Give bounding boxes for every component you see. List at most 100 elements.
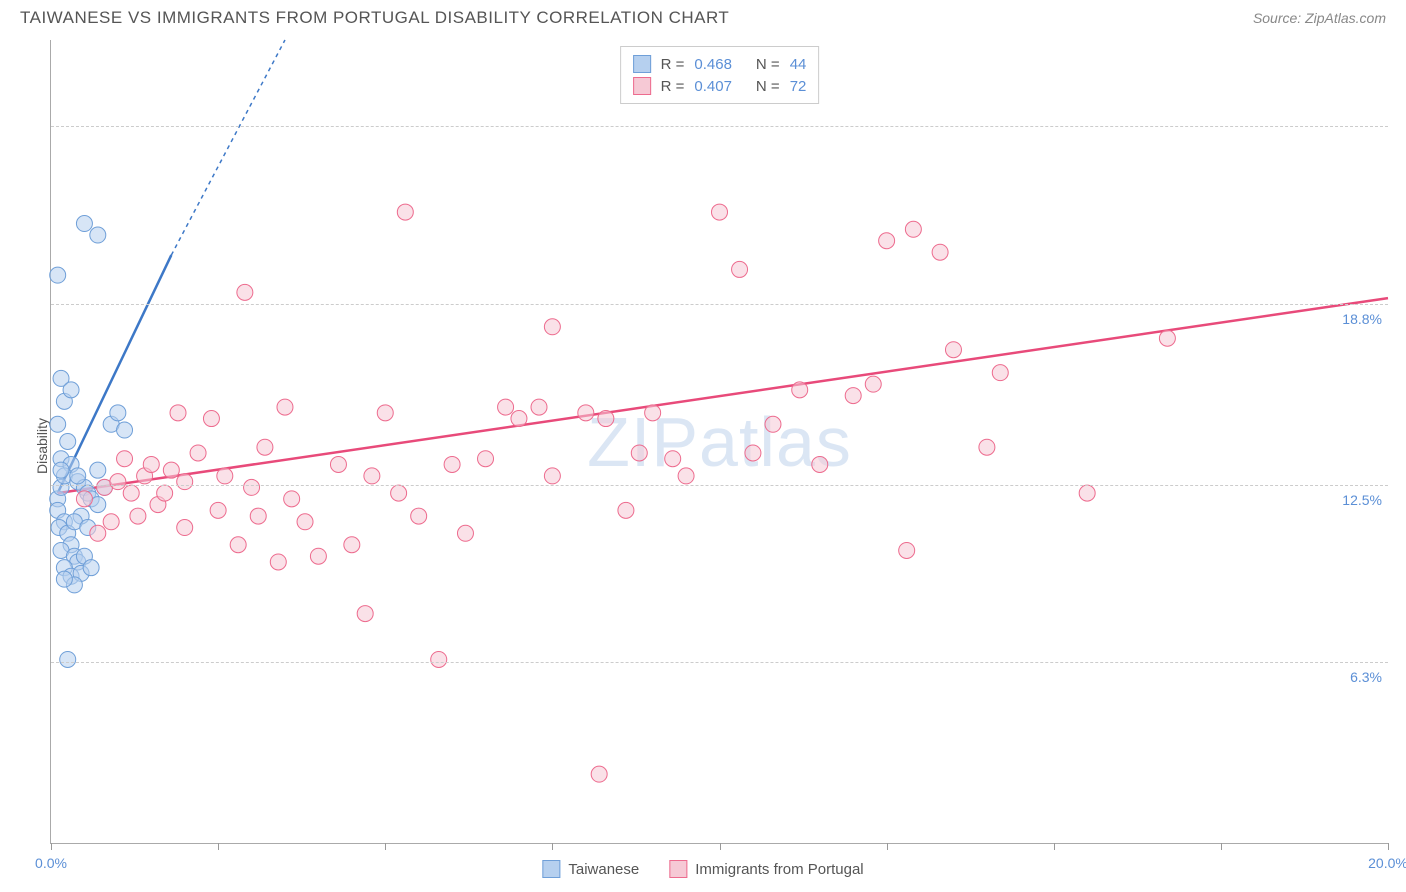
legend-r-label: R =	[661, 56, 685, 73]
data-point	[143, 456, 159, 472]
data-point	[765, 416, 781, 432]
legend-n-label: N =	[756, 56, 780, 73]
data-point	[250, 508, 266, 524]
data-point	[53, 462, 69, 478]
trend-line	[58, 298, 1388, 493]
legend-bottom: Taiwanese Immigrants from Portugal	[542, 860, 863, 878]
data-point	[1079, 485, 1095, 501]
data-point	[899, 542, 915, 558]
data-point	[391, 485, 407, 501]
data-point	[123, 485, 139, 501]
data-point	[203, 411, 219, 427]
data-point	[531, 399, 547, 415]
x-tick-label: 0.0%	[35, 855, 67, 871]
data-point	[63, 382, 79, 398]
data-point	[190, 445, 206, 461]
y-tick-label: 12.5%	[1342, 492, 1382, 508]
data-point	[83, 560, 99, 576]
x-tick	[385, 843, 386, 850]
data-point	[618, 502, 634, 518]
data-point	[431, 651, 447, 667]
data-point	[932, 244, 948, 260]
legend-label-taiwanese: Taiwanese	[568, 861, 639, 878]
gridline	[51, 304, 1388, 305]
data-point	[284, 491, 300, 507]
data-point	[478, 451, 494, 467]
data-point	[1159, 330, 1175, 346]
gridline	[51, 485, 1388, 486]
data-point	[76, 216, 92, 232]
data-point	[444, 456, 460, 472]
x-tick-label: 20.0%	[1368, 855, 1406, 871]
data-point	[237, 284, 253, 300]
legend-n-value-1: 44	[790, 56, 807, 73]
legend-swatch-portugal	[633, 77, 651, 95]
data-point	[130, 508, 146, 524]
data-point	[90, 462, 106, 478]
data-point	[732, 261, 748, 277]
data-point	[157, 485, 173, 501]
data-point	[117, 422, 133, 438]
data-point	[598, 411, 614, 427]
x-tick	[887, 843, 888, 850]
gridline	[51, 662, 1388, 663]
data-point	[344, 537, 360, 553]
data-point	[230, 537, 246, 553]
data-point	[217, 468, 233, 484]
data-point	[979, 439, 995, 455]
x-tick	[218, 843, 219, 850]
legend-swatch-taiwanese	[542, 860, 560, 878]
legend-label-portugal: Immigrants from Portugal	[695, 861, 863, 878]
data-point	[297, 514, 313, 530]
data-point	[177, 474, 193, 490]
x-tick	[1388, 843, 1389, 850]
legend-r-value-2: 0.407	[694, 78, 732, 95]
data-point	[792, 382, 808, 398]
data-point	[865, 376, 881, 392]
data-point	[277, 399, 293, 415]
data-point	[60, 434, 76, 450]
data-point	[678, 468, 694, 484]
data-point	[117, 451, 133, 467]
data-point	[330, 456, 346, 472]
chart-plot-area: ZIPatlas R = 0.468 N = 44 R = 0.407 N = …	[50, 40, 1388, 844]
data-point	[76, 491, 92, 507]
data-point	[544, 468, 560, 484]
data-point	[103, 514, 119, 530]
legend-swatch-taiwanese	[633, 55, 651, 73]
legend-n-label: N =	[756, 78, 780, 95]
data-point	[879, 233, 895, 249]
data-point	[631, 445, 647, 461]
chart-header: TAIWANESE VS IMMIGRANTS FROM PORTUGAL DI…	[0, 0, 1406, 32]
data-point	[310, 548, 326, 564]
data-point	[56, 571, 72, 587]
data-point	[110, 474, 126, 490]
legend-stats-row-2: R = 0.407 N = 72	[633, 75, 807, 97]
data-point	[745, 445, 761, 461]
data-point	[257, 439, 273, 455]
data-point	[905, 221, 921, 237]
y-tick-label: 18.8%	[1342, 311, 1382, 327]
data-point	[665, 451, 681, 467]
gridline	[51, 126, 1388, 127]
trend-line-extrapolated	[171, 40, 285, 255]
data-point	[712, 204, 728, 220]
data-point	[845, 388, 861, 404]
y-tick-label: 6.3%	[1350, 669, 1382, 685]
legend-n-value-2: 72	[790, 78, 807, 95]
data-point	[397, 204, 413, 220]
data-point	[511, 411, 527, 427]
data-point	[377, 405, 393, 421]
legend-item-taiwanese: Taiwanese	[542, 860, 639, 878]
data-point	[357, 606, 373, 622]
data-point	[270, 554, 286, 570]
x-tick	[552, 843, 553, 850]
data-point	[60, 651, 76, 667]
data-point	[177, 520, 193, 536]
x-tick	[1054, 843, 1055, 850]
x-tick	[1221, 843, 1222, 850]
data-point	[90, 525, 106, 541]
y-axis-label: Disability	[34, 418, 50, 474]
data-point	[457, 525, 473, 541]
legend-item-portugal: Immigrants from Portugal	[669, 860, 863, 878]
